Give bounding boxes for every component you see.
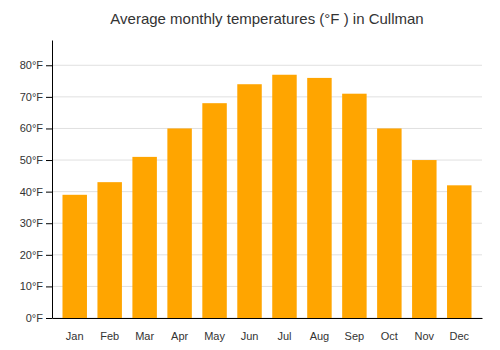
bar [167,128,191,318]
y-tick-mark [46,97,52,98]
grid-line [52,65,482,66]
x-tick: Sep [345,330,365,342]
x-tick: Oct [381,330,398,342]
y-tick: 60°F [20,122,52,134]
y-tick: 40°F [20,186,52,198]
bar [342,94,366,318]
y-tick-mark [46,286,52,287]
y-axis: 0°F 10°F 20°F 30°F 40°F 50°F 60°F 70°F 80°F [20,41,53,325]
y-tick-mark [46,255,52,256]
x-tick-label: Apr [171,330,188,342]
x-axis-line [53,318,483,319]
x-tick-label: Jul [277,330,291,342]
chart: Jan Feb Mar Apr May Jun Jul Aug Sep Oct Nov Dec 0°F 1… [0,0,500,350]
y-tick: 50°F [20,154,52,166]
x-tick: Dec [449,330,469,342]
x-tick: Mar [135,330,154,342]
y-tick: 80°F [20,59,52,71]
x-tick-label: Sep [345,330,365,342]
bar [377,128,401,318]
x-tick-label: Jan [66,330,84,342]
x-tick-label: May [204,330,225,342]
x-tick: Nov [415,330,435,342]
y-tick-mark [46,65,52,66]
bars [62,75,471,318]
bar [132,157,156,318]
x-tick: Aug [310,330,330,342]
y-tick-mark [46,223,52,224]
title: Average monthly temperatures (°F ) in Cu… [110,10,423,27]
bar [202,103,226,318]
y-tick-label: 0°F [26,312,44,324]
x-tick: Feb [100,330,119,342]
y-tick: 70°F [20,91,52,103]
y-tick: 10°F [20,280,52,292]
y-tick-mark [46,128,52,129]
x-tick-label: Dec [449,330,469,342]
x-tick: May [204,330,225,342]
x-tick-label: Jun [241,330,259,342]
bar [62,195,86,318]
y-tick: 0°F [26,312,52,324]
y-tick: 20°F [20,249,52,261]
bar [237,84,261,318]
y-tick-label: 80°F [20,59,44,71]
bar [307,78,331,318]
bar [447,185,471,318]
y-tick-mark [46,318,52,319]
x-tick: Jun [241,330,259,342]
x-tick: Apr [171,330,188,342]
x-tick-label: Oct [381,330,398,342]
bar [97,182,121,318]
grid-line [52,128,482,129]
x-tick: Jan [66,330,84,342]
x-tick-label: Nov [415,330,435,342]
plot: Jan Feb Mar Apr May Jun Jul Aug Sep Oct Nov Dec 0°F 1… [20,41,483,342]
y-tick-label: 60°F [20,122,44,134]
y-tick-label: 50°F [20,154,44,166]
y-tick-mark [46,160,52,161]
grid-line [52,96,482,97]
bar [272,75,296,318]
y-tick-mark [46,192,52,193]
bar [412,160,436,318]
y-tick-label: 10°F [20,280,44,292]
y-tick-label: 30°F [20,217,44,229]
x-axis: Jan Feb Mar Apr May Jun Jul Aug Sep Oct Nov Dec [53,319,483,342]
grid [52,65,482,318]
y-axis-line [52,41,53,319]
x-tick-label: Feb [100,330,119,342]
y-tick-label: 40°F [20,186,44,198]
x-tick-label: Aug [310,330,330,342]
y-tick: 30°F [20,217,52,229]
x-tick-label: Mar [135,330,154,342]
y-tick-label: 20°F [20,249,44,261]
x-tick: Jul [277,330,291,342]
y-tick-label: 70°F [20,91,44,103]
